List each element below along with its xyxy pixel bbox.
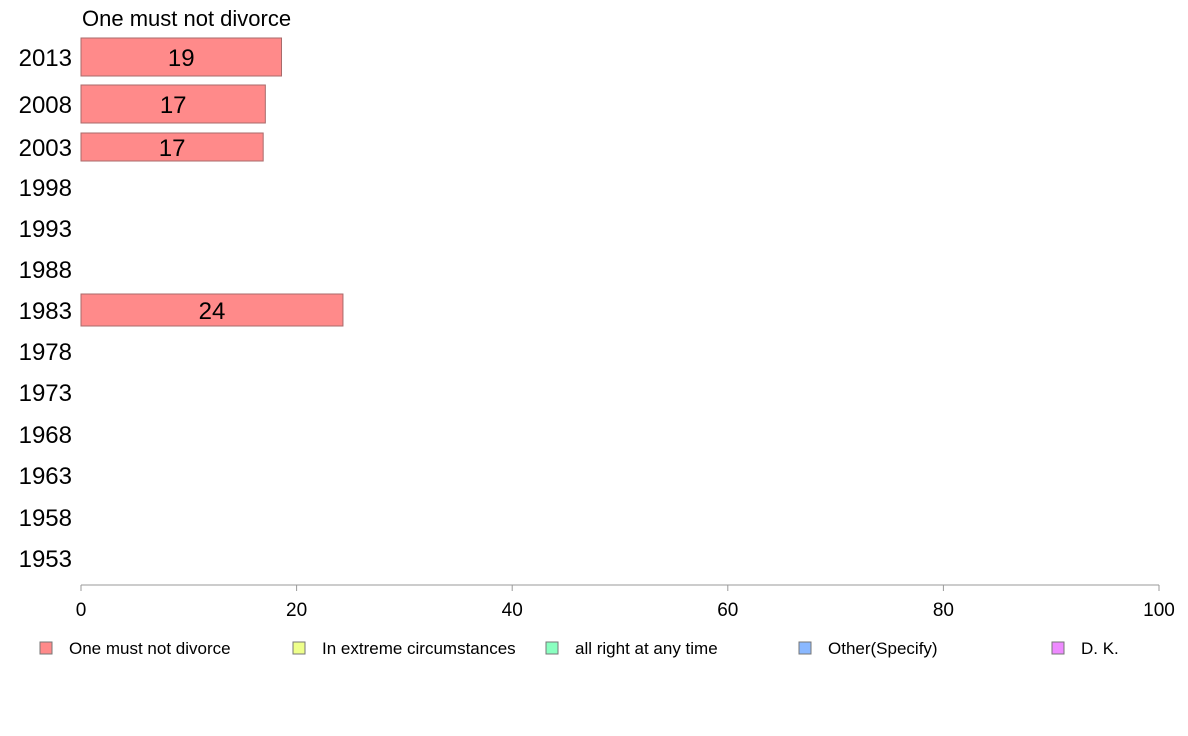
x-axis: 0 20 40 60 80 100 xyxy=(76,584,1175,621)
legend-swatch xyxy=(1051,641,1065,655)
year-label: 1958 xyxy=(19,505,72,532)
x-tick-label: 20 xyxy=(286,600,307,621)
legend-label: D. K. xyxy=(1081,639,1119,658)
chart-title: One must not divorce xyxy=(82,6,291,31)
bar-value-label: 24 xyxy=(199,298,226,325)
x-tick-label: 40 xyxy=(502,600,523,621)
bar-value-label: 17 xyxy=(160,92,187,119)
x-tick-label: 100 xyxy=(1143,600,1175,621)
x-tick-label: 0 xyxy=(76,600,87,621)
x-tick-label: 80 xyxy=(933,600,954,621)
year-label: 1973 xyxy=(19,380,72,407)
year-label: 1963 xyxy=(19,463,72,490)
bar-value-label: 17 xyxy=(159,135,186,162)
legend-label: One must not divorce xyxy=(69,639,231,658)
year-label: 1953 xyxy=(19,546,72,573)
x-tick-label: 60 xyxy=(717,600,738,621)
year-label: 2008 xyxy=(19,92,72,119)
legend-swatch xyxy=(39,641,53,655)
bars: 19 17 17 24 xyxy=(80,37,344,327)
year-label: 2003 xyxy=(19,135,72,162)
year-labels: 2013 2008 2003 1998 1993 1988 1983 1978 1973 1968… xyxy=(19,45,72,573)
year-label: 2013 xyxy=(19,45,72,72)
bar xyxy=(80,84,266,124)
legend-swatch xyxy=(545,641,559,655)
legend: One must not divorce In extreme circumsta… xyxy=(39,639,1119,658)
year-label: 1968 xyxy=(19,422,72,449)
legend-item: Other(Specify) xyxy=(798,639,938,658)
legend-item: In extreme circumstances xyxy=(292,639,516,658)
bar xyxy=(80,37,283,77)
bar xyxy=(80,293,344,327)
legend-item: D. K. xyxy=(1051,639,1119,658)
legend-label: In extreme circumstances xyxy=(322,639,516,658)
year-label: 1998 xyxy=(19,175,72,202)
legend-swatch xyxy=(292,641,306,655)
legend-label: all right at any time xyxy=(575,639,718,658)
year-label: 1978 xyxy=(19,339,72,366)
year-label: 1988 xyxy=(19,257,72,284)
bar xyxy=(80,132,264,162)
legend-swatch xyxy=(798,641,812,655)
legend-label: Other(Specify) xyxy=(828,639,938,658)
year-label: 1993 xyxy=(19,216,72,243)
bar-value-label: 19 xyxy=(168,45,195,72)
legend-item: One must not divorce xyxy=(39,639,231,658)
legend-item: all right at any time xyxy=(545,639,718,658)
year-label: 1983 xyxy=(19,298,72,325)
